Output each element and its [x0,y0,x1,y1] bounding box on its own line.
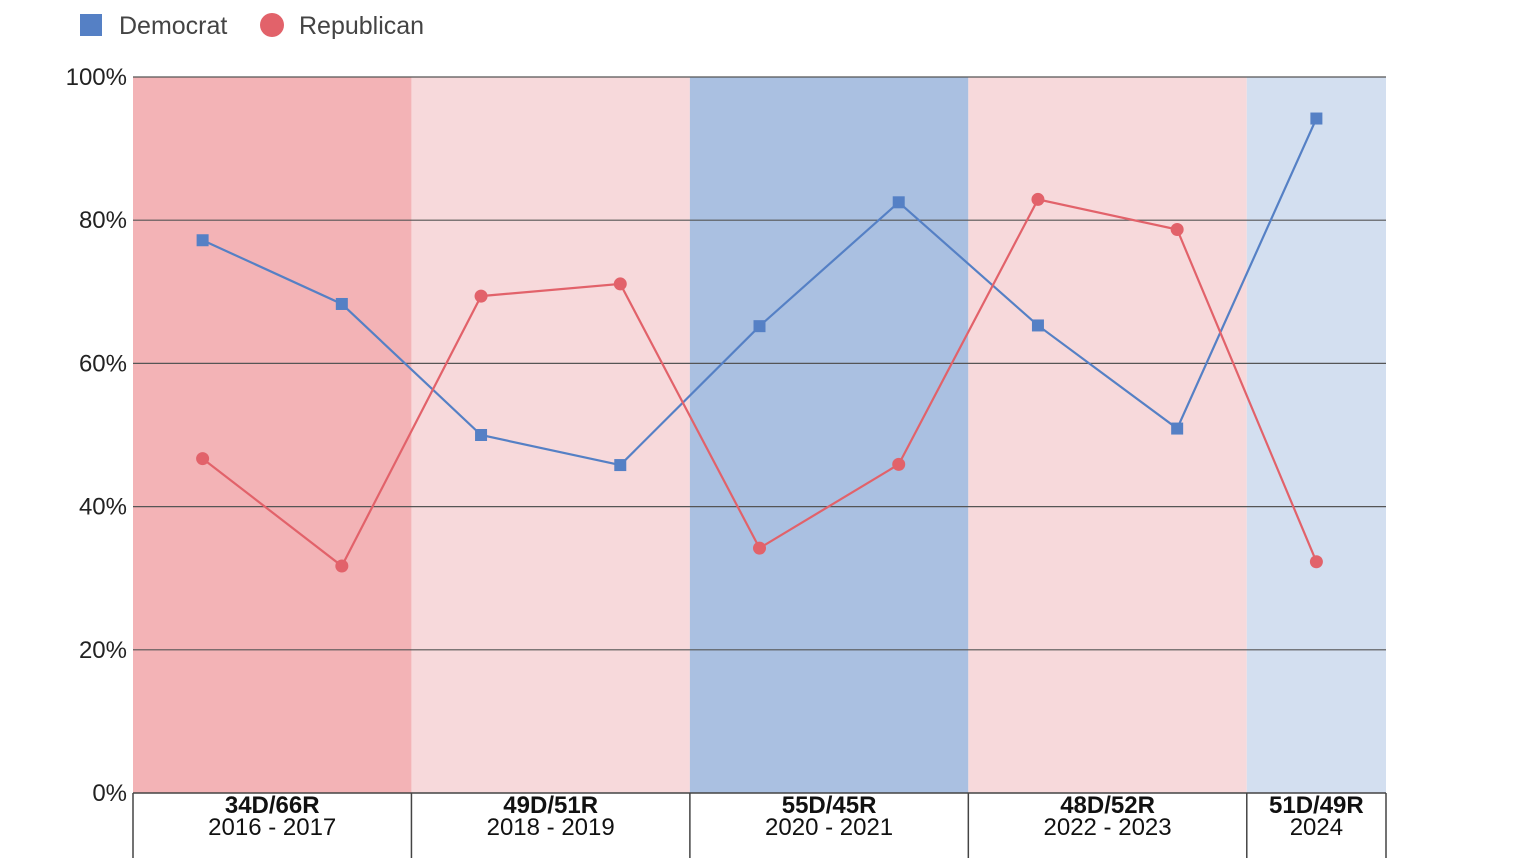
band-label-bottom: 2016 - 2017 [208,814,336,841]
democrat-point [753,320,766,333]
republican-legend-label: Republican [299,12,424,40]
republican-legend-marker [260,13,284,37]
band-5 [1246,77,1386,793]
republican-point [753,541,766,555]
bands-layer [133,77,1386,793]
republican-point [1031,192,1045,206]
republican-point [1309,555,1323,569]
y-tick-label: 40% [79,494,127,521]
band-4 [968,77,1247,793]
democrat-point [614,459,627,472]
band-label-top: 55D/45R [782,792,877,819]
band-label-top: 49D/51R [503,792,598,819]
republican-point [1170,223,1184,237]
series-layer [196,112,1323,573]
y-tick-label: 20% [79,637,127,664]
band-label-bottom: 2018 - 2019 [487,814,615,841]
band-label-bottom: 2020 - 2021 [765,814,893,841]
legend: Democrat Republican [80,12,424,40]
y-tick-label: 80% [79,207,127,234]
band-2 [411,77,690,793]
y-tick-label: 0% [92,780,127,807]
democrat-point [335,297,348,310]
band-label-bottom: 2022 - 2023 [1044,814,1172,841]
democrat-point [1310,112,1323,125]
republican-point [335,559,349,573]
band-label-top: 34D/66R [225,792,320,819]
democrat-legend-label: Democrat [119,12,227,40]
band-label-top: 48D/52R [1060,792,1155,819]
democrat-point [1031,319,1044,332]
band-label-bottom: 2024 [1290,814,1343,841]
y-tick-label: 100% [66,64,127,91]
band-3 [689,77,969,793]
republican-point [196,452,210,466]
y-tick-label: 60% [79,350,127,377]
y-axis-ticks: 0% 20% 40% 60% 80% 100% [66,64,127,807]
democrat-point [196,234,209,247]
republican-point [892,457,906,471]
grid-layer [133,76,1386,651]
democrat-point [475,429,488,441]
band-1 [133,77,412,793]
democrat-legend-marker [80,14,102,36]
band-label-top: 51D/49R [1269,792,1364,819]
republican-point [613,277,627,291]
democrat-point [1171,422,1184,435]
democrat-point [892,196,905,209]
republican-point [474,289,488,303]
